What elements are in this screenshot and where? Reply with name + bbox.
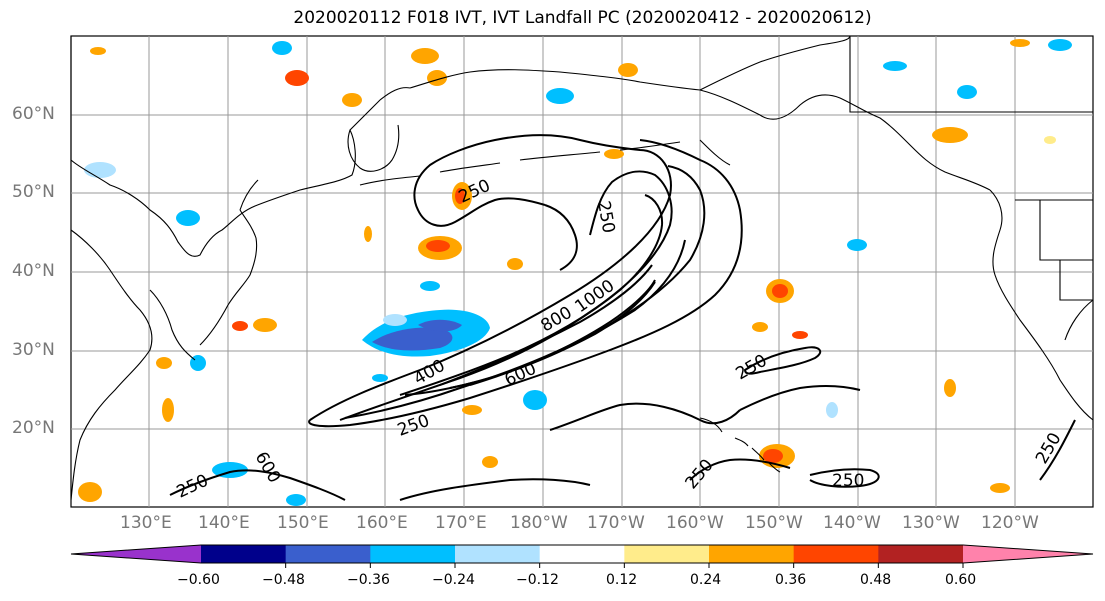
colorbar-tick-label: 0.36 (775, 572, 807, 588)
lat-label: 30°N (12, 340, 55, 360)
colorbar-segment (539, 545, 625, 563)
colorbar-segment (709, 545, 795, 563)
colorbar-tick-label: 0.48 (860, 572, 892, 588)
colorbar-segment (624, 545, 710, 563)
colorbar-tick-label: 0.12 (606, 572, 638, 588)
colorbar-segment (963, 545, 1093, 563)
lat-label: 40°N (12, 261, 55, 281)
lon-label: 180°W (510, 513, 568, 533)
colorbar-segment (878, 545, 964, 563)
lat-label: 60°N (12, 104, 55, 124)
lon-label: 160°E (356, 513, 408, 533)
colorbar-tick-label: −0.12 (516, 572, 559, 588)
map-title: 2020020112 F018 IVT, IVT Landfall PC (20… (293, 8, 872, 28)
lon-label: 140°E (198, 513, 250, 533)
colorbar-segment (71, 545, 201, 563)
colorbar-tick-label: −0.60 (177, 572, 220, 588)
colorbar-segment (370, 545, 456, 563)
colorbar-tick-label: 0.60 (945, 572, 977, 588)
anomaly-shading (78, 39, 1072, 506)
colorbar (70, 544, 1094, 568)
lon-label: 170°W (587, 513, 645, 533)
gridlines (71, 36, 1093, 507)
colorbar-segment (455, 545, 541, 563)
lon-label: 140°W (823, 513, 881, 533)
lon-label: 150°E (277, 513, 329, 533)
colorbar-segment (793, 545, 879, 563)
colorbar-outline (70, 544, 1094, 564)
lon-label: 120°W (981, 513, 1039, 533)
colorbar-segment (285, 545, 371, 563)
lon-label: 160°W (666, 513, 724, 533)
lon-label: 170°E (435, 513, 487, 533)
colorbar-tick-label: −0.36 (347, 572, 390, 588)
coastlines (70, 35, 1094, 501)
lon-label: 130°E (120, 513, 172, 533)
ivt-contours (169, 134, 1076, 501)
colorbar-segment (201, 545, 287, 563)
contour-label: 250 (832, 471, 864, 491)
colorbar-tick-label: −0.48 (262, 572, 305, 588)
colorbar-tick-label: −0.24 (432, 572, 475, 588)
lat-label: 50°N (12, 182, 55, 202)
lon-label: 130°W (902, 513, 960, 533)
colorbar-tick-label: 0.24 (690, 572, 722, 588)
lat-label: 20°N (12, 418, 55, 438)
lon-label: 150°W (745, 513, 803, 533)
